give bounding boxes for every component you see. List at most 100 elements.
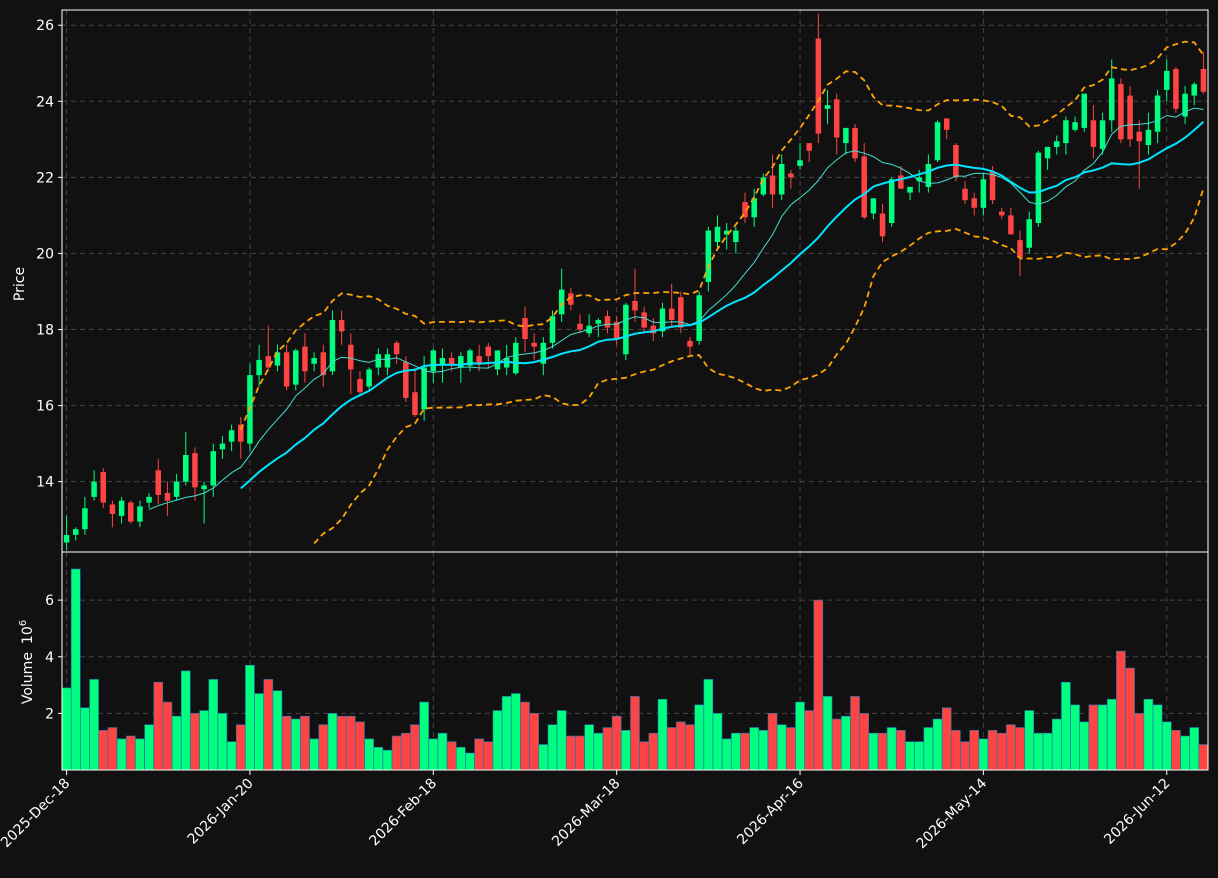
volume-bar bbox=[382, 749, 393, 771]
price-tick-label: 22 bbox=[36, 170, 54, 186]
candle-body bbox=[522, 318, 528, 340]
volume-bar bbox=[987, 730, 998, 771]
volume-bar bbox=[1024, 710, 1035, 771]
volume-bars bbox=[61, 568, 1209, 771]
candle-body bbox=[421, 367, 427, 410]
candle-body bbox=[769, 175, 776, 195]
candle-body bbox=[137, 506, 143, 522]
candle-body bbox=[201, 485, 207, 490]
volume-bar bbox=[290, 718, 301, 771]
candle-body bbox=[228, 430, 235, 442]
volume-bar bbox=[89, 679, 99, 771]
volume-bar bbox=[896, 730, 906, 771]
volume-bar bbox=[850, 696, 860, 771]
volume-bar bbox=[786, 727, 796, 771]
volume-bar bbox=[410, 724, 420, 771]
price-axis-label: Price bbox=[12, 267, 28, 301]
candle-body bbox=[632, 300, 638, 311]
volume-bar bbox=[776, 724, 787, 771]
candle-body bbox=[82, 508, 88, 530]
candle-body bbox=[595, 319, 602, 324]
volume-bar bbox=[364, 738, 374, 771]
volume-bar bbox=[226, 741, 237, 771]
volume-axis-label: Volume 106 bbox=[18, 620, 36, 704]
volume-bar bbox=[98, 730, 109, 771]
volume-bar bbox=[125, 735, 136, 771]
volume-bar bbox=[822, 696, 833, 771]
candle-body bbox=[63, 534, 70, 543]
volume-bar bbox=[1051, 718, 1062, 771]
volume-bar bbox=[1116, 650, 1126, 771]
candle-body bbox=[320, 352, 327, 376]
candle-body bbox=[164, 493, 171, 501]
volume-panel-frame bbox=[61, 551, 1209, 771]
candle-body bbox=[283, 352, 290, 387]
candle-body bbox=[1118, 84, 1124, 140]
candle-body bbox=[943, 118, 950, 130]
candle-body bbox=[302, 346, 308, 372]
candle-body bbox=[861, 156, 867, 218]
candle-body bbox=[971, 198, 977, 208]
candle-body bbox=[1108, 78, 1115, 121]
candle-body bbox=[797, 160, 803, 166]
volume-bar bbox=[1033, 732, 1044, 771]
candle-body bbox=[458, 356, 464, 368]
candle-body bbox=[338, 319, 345, 332]
volume-bar bbox=[712, 713, 723, 771]
volume-bar bbox=[501, 696, 512, 771]
candle-body bbox=[1200, 68, 1207, 92]
volume-bar bbox=[969, 730, 980, 771]
candle-body bbox=[430, 350, 437, 372]
volume-bar bbox=[841, 715, 851, 771]
candle-body bbox=[384, 354, 391, 368]
candle-body bbox=[833, 99, 840, 138]
volume-bar bbox=[666, 727, 677, 771]
volume-bar bbox=[996, 732, 1007, 771]
volume-bar bbox=[1097, 704, 1108, 771]
candle-body bbox=[898, 175, 904, 189]
volume-bar bbox=[529, 713, 539, 771]
volume-bar bbox=[153, 681, 164, 771]
volume-bar bbox=[1152, 704, 1163, 771]
volume-bar bbox=[721, 738, 732, 771]
candle-body bbox=[192, 453, 198, 488]
volume-bar bbox=[639, 741, 649, 771]
candle-body bbox=[1182, 93, 1188, 117]
candle-body bbox=[604, 316, 611, 328]
volume-bar bbox=[795, 701, 805, 771]
candle-body bbox=[568, 293, 574, 305]
candle-body bbox=[641, 312, 647, 328]
volume-bar bbox=[327, 713, 338, 771]
volume-bar bbox=[813, 599, 824, 771]
price-tick-label: 16 bbox=[36, 399, 54, 415]
candle-body bbox=[998, 211, 1005, 216]
candle-body bbox=[118, 500, 125, 516]
candle-body bbox=[760, 177, 767, 195]
volume-bar bbox=[446, 741, 457, 771]
volume-bar bbox=[1061, 681, 1071, 771]
candle-body bbox=[815, 38, 822, 134]
volume-bar bbox=[180, 670, 191, 771]
candle-body bbox=[274, 352, 281, 366]
volume-bar bbox=[1134, 713, 1145, 771]
volume-bar bbox=[345, 715, 356, 771]
price-y-ticks: 14 16 18 20 22 24 26 bbox=[36, 18, 62, 491]
volume-bar bbox=[749, 727, 759, 771]
volume-bar bbox=[428, 738, 439, 771]
candle-body bbox=[265, 356, 272, 368]
volume-bar bbox=[391, 735, 402, 771]
candle-body bbox=[1173, 68, 1179, 109]
moving-average-slow-line bbox=[240, 121, 1205, 490]
volume-bar bbox=[941, 707, 952, 771]
candle-body bbox=[128, 502, 134, 522]
volume-bar bbox=[511, 693, 521, 771]
volume-bar bbox=[309, 738, 319, 771]
volume-bar bbox=[465, 752, 475, 771]
volume-bar bbox=[281, 715, 292, 771]
price-tick-label: 14 bbox=[36, 475, 54, 491]
candle-body bbox=[1081, 93, 1087, 128]
candle-body bbox=[714, 226, 721, 243]
candle-body bbox=[1136, 131, 1142, 142]
volume-bar bbox=[419, 701, 429, 771]
